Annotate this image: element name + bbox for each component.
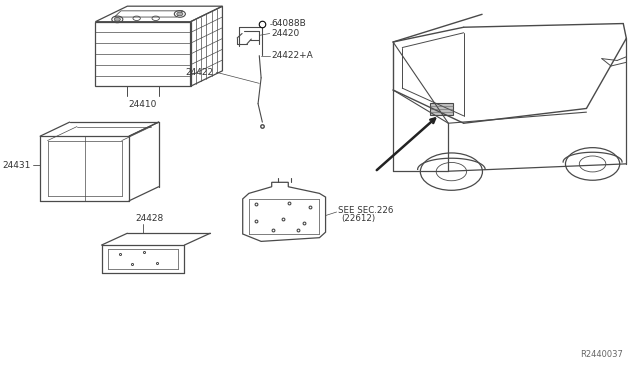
Text: (22612): (22612) [341,214,375,223]
Text: 24422+A: 24422+A [271,51,314,60]
Circle shape [177,12,183,16]
Text: 24420: 24420 [271,29,300,38]
Text: 64088B: 64088B [271,19,307,28]
Text: R2440037: R2440037 [580,350,623,359]
Text: 24428: 24428 [135,214,163,223]
Text: 24422: 24422 [185,68,213,77]
Text: 24410: 24410 [129,100,157,109]
Text: SEE SEC.226: SEE SEC.226 [338,206,393,215]
Text: 24431: 24431 [3,161,31,170]
Polygon shape [430,103,453,115]
Circle shape [114,17,120,21]
